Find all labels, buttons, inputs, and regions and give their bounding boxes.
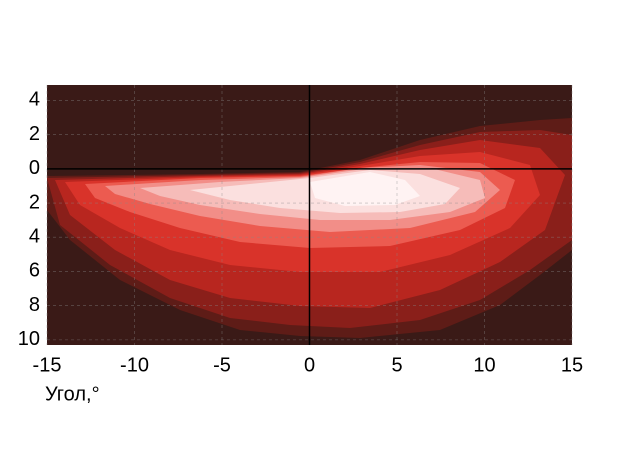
y-tick-label: 8 — [29, 294, 40, 316]
x-tick-label: 15 — [561, 354, 583, 376]
y-tick-label: 6 — [29, 260, 40, 282]
x-tick-label: -5 — [213, 354, 231, 376]
x-tick-label: 5 — [391, 354, 402, 376]
x-tick-label: 0 — [304, 354, 315, 376]
y-tick-label: 4 — [29, 226, 40, 248]
x-axis-label: Угол,° — [45, 383, 100, 405]
y-tick-label: 4 — [29, 89, 40, 111]
axes — [47, 85, 572, 345]
contour-band — [310, 172, 420, 206]
x-tick-label: -10 — [120, 354, 149, 376]
x-tick-label: 10 — [473, 354, 495, 376]
x-tick-label: -15 — [33, 354, 62, 376]
y-tick-label: 2 — [29, 123, 40, 145]
y-tick-label: 10 — [18, 328, 40, 350]
y-tick-label: 2 — [29, 191, 40, 213]
y-tick-label: 0 — [29, 157, 40, 179]
